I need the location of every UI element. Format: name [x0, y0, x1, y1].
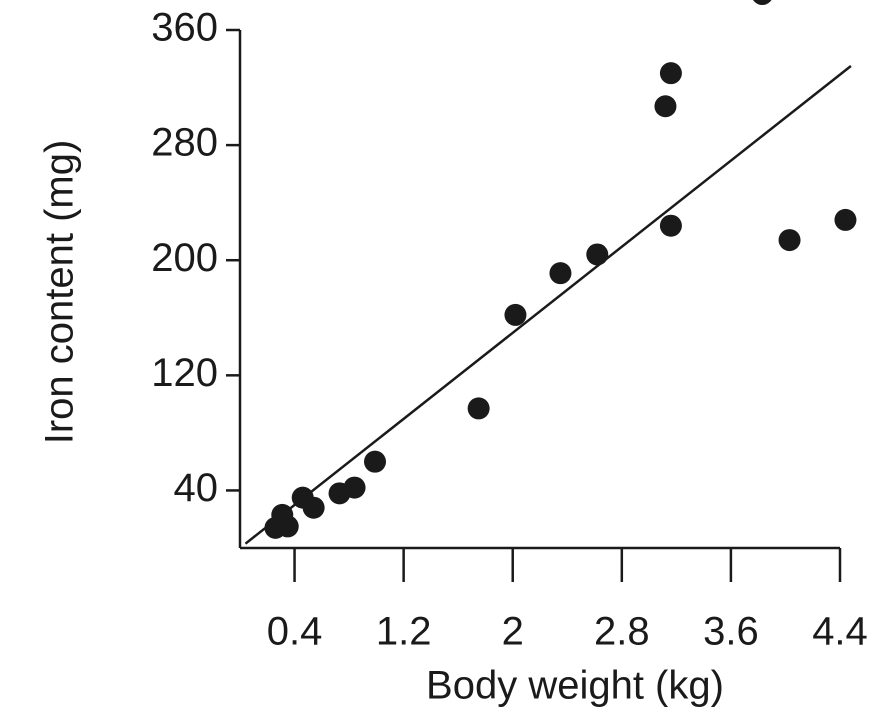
y-tick-label: 360: [151, 6, 218, 50]
point: [586, 243, 609, 266]
x-tick-label: 3.6: [703, 610, 759, 654]
x-axis-label: Body weight (kg): [426, 664, 724, 708]
point: [659, 62, 682, 85]
x-tick-label: 2: [502, 610, 524, 654]
point: [549, 262, 572, 285]
point: [276, 515, 299, 538]
y-tick-label: 280: [151, 121, 218, 165]
point: [753, 0, 772, 6]
y-tick-label: 40: [174, 466, 219, 510]
x-tick-label: 4.4: [812, 610, 868, 654]
y-tick-label: 120: [151, 351, 218, 395]
x-tick-label: 2.8: [594, 610, 650, 654]
point: [364, 450, 386, 473]
y-tick-label: 200: [151, 236, 218, 280]
point: [504, 303, 527, 326]
x-tick-label: 1.2: [376, 610, 432, 654]
point: [467, 397, 490, 420]
regression-line: [244, 64, 852, 545]
point: [834, 208, 857, 231]
point: [654, 95, 677, 118]
y-axis-label: Iron content (mg): [38, 140, 82, 445]
point: [659, 214, 682, 237]
point: [778, 229, 801, 252]
point: [343, 476, 366, 499]
x-tick-label: 0.4: [267, 610, 323, 654]
point: [302, 496, 325, 519]
